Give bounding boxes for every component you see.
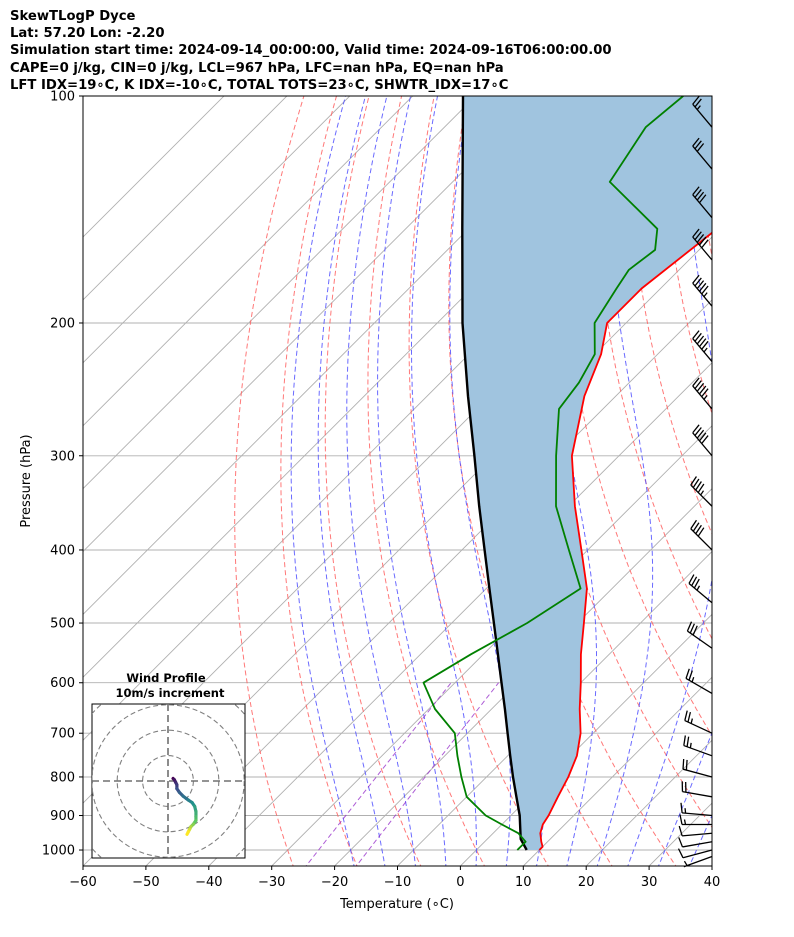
moist-adiabat bbox=[719, 83, 794, 870]
hodograph-ring bbox=[92, 704, 245, 858]
wind-barb bbox=[692, 377, 713, 410]
isotherm-line bbox=[83, 96, 225, 238]
mixing-ratio-line bbox=[355, 682, 499, 866]
wind-barb bbox=[685, 668, 713, 695]
wind-barb bbox=[692, 330, 713, 362]
y-tick-label: 800 bbox=[50, 770, 75, 785]
stability-indices: LFT IDX=19∘C, K IDX=-10∘C, TOTAL TOTS=23… bbox=[10, 77, 509, 93]
wind-barb bbox=[692, 186, 713, 219]
x-tick-label: −20 bbox=[321, 875, 348, 890]
x-tick-label: 20 bbox=[578, 875, 595, 890]
hodograph-title: Wind Profile bbox=[126, 671, 206, 685]
y-tick-label: 400 bbox=[50, 543, 75, 558]
station-title: SkewTLogP Dyce bbox=[10, 9, 136, 24]
wind-barb bbox=[688, 574, 713, 604]
isotherm-line bbox=[459, 613, 712, 866]
wind-barb bbox=[681, 781, 713, 798]
moist-adiabat bbox=[657, 731, 712, 866]
dry-adiabat bbox=[726, 79, 794, 869]
x-tick-label: 0 bbox=[456, 875, 464, 890]
isotherm-line bbox=[271, 425, 712, 866]
wind-barb bbox=[692, 274, 713, 307]
wind-barb bbox=[686, 621, 713, 649]
hodograph-segment bbox=[185, 830, 190, 836]
moist-adiabat bbox=[411, 96, 477, 866]
simulation-times: Simulation start time: 2024-09-14_00:00:… bbox=[10, 43, 612, 59]
station-coordinates: Lat: 57.20 Lon: -2.20 bbox=[10, 26, 165, 42]
dewpoint-profile bbox=[422, 96, 684, 851]
y-tick-label: 100 bbox=[50, 90, 75, 105]
dry-adiabat bbox=[234, 96, 305, 866]
wind-barb bbox=[678, 837, 713, 848]
wind-barb bbox=[692, 137, 713, 170]
x-tick-label: −30 bbox=[258, 875, 285, 890]
instability-indices: CAPE=0 j/kg, CIN=0 j/kg, LCL=967 hPa, LF… bbox=[10, 60, 504, 76]
mixing-ratio-line bbox=[305, 682, 452, 866]
y-tick-label: 500 bbox=[50, 617, 75, 632]
isotherm-line bbox=[333, 487, 712, 866]
wind-barb bbox=[684, 710, 713, 734]
isotherm-line bbox=[83, 96, 288, 301]
dry-adiabat bbox=[408, 96, 549, 866]
parcel-profile bbox=[461, 96, 528, 851]
x-axis-label: Temperature (∘C) bbox=[339, 897, 454, 912]
wind-barb bbox=[690, 476, 713, 507]
moist-adiabat bbox=[545, 96, 597, 866]
wind-barb bbox=[690, 519, 713, 551]
x-tick-label: −50 bbox=[132, 875, 159, 890]
isotherm-line bbox=[83, 96, 414, 427]
dry-adiabat bbox=[594, 96, 712, 640]
moist-adiabat bbox=[317, 96, 386, 866]
wind-barb bbox=[683, 735, 713, 757]
wind-barb bbox=[679, 814, 712, 826]
isotherm-line bbox=[772, 79, 794, 869]
y-tick-label: 300 bbox=[50, 449, 75, 464]
x-tick-label: 10 bbox=[515, 875, 532, 890]
moist-adiabat bbox=[596, 96, 654, 866]
x-tick-label: −40 bbox=[195, 875, 222, 890]
y-tick-label: 600 bbox=[50, 676, 75, 691]
wind-barb bbox=[677, 848, 713, 859]
y-tick-label: 200 bbox=[50, 316, 75, 331]
wind-barb bbox=[680, 802, 713, 817]
dry-adiabat bbox=[758, 79, 794, 869]
wind-barb bbox=[692, 95, 713, 128]
x-tick-label: −10 bbox=[384, 875, 411, 890]
wind-barb bbox=[678, 825, 713, 837]
dry-adiabat bbox=[280, 96, 358, 866]
cape-cin-shading bbox=[462, 96, 712, 850]
x-tick-label: −60 bbox=[69, 875, 96, 890]
x-tick-label: 30 bbox=[641, 875, 658, 890]
isotherm-line bbox=[83, 96, 540, 553]
y-tick-label: 900 bbox=[50, 809, 75, 824]
isotherm-line bbox=[83, 96, 477, 490]
chart-header: SkewTLogP Dyce Lat: 57.20 Lon: -2.20 Sim… bbox=[10, 8, 612, 94]
x-tick-label: 40 bbox=[704, 875, 721, 890]
wind-barb bbox=[683, 855, 713, 868]
isotherm-line bbox=[83, 96, 351, 364]
hodograph-subtitle: 10m/s increment bbox=[116, 686, 225, 700]
dry-adiabat bbox=[661, 96, 712, 416]
isotherm-line bbox=[522, 676, 712, 866]
moist-adiabat bbox=[290, 96, 355, 866]
y-tick-label: 700 bbox=[50, 727, 75, 742]
moist-adiabat bbox=[346, 96, 416, 866]
isotherm-line bbox=[711, 865, 712, 866]
temperature-profile bbox=[538, 231, 712, 851]
dry-adiabat bbox=[448, 96, 613, 866]
wind-barb bbox=[692, 424, 713, 457]
wind-barb bbox=[692, 228, 713, 261]
y-axis-label: Pressure (hPa) bbox=[19, 434, 34, 527]
wind-barb bbox=[682, 758, 713, 778]
isotherm-line bbox=[208, 362, 712, 866]
dry-adiabat bbox=[790, 79, 794, 869]
dry-adiabat bbox=[324, 96, 422, 866]
y-tick-label: 1000 bbox=[42, 844, 75, 859]
moist-adiabat bbox=[377, 96, 447, 866]
dry-adiabat bbox=[367, 96, 486, 866]
